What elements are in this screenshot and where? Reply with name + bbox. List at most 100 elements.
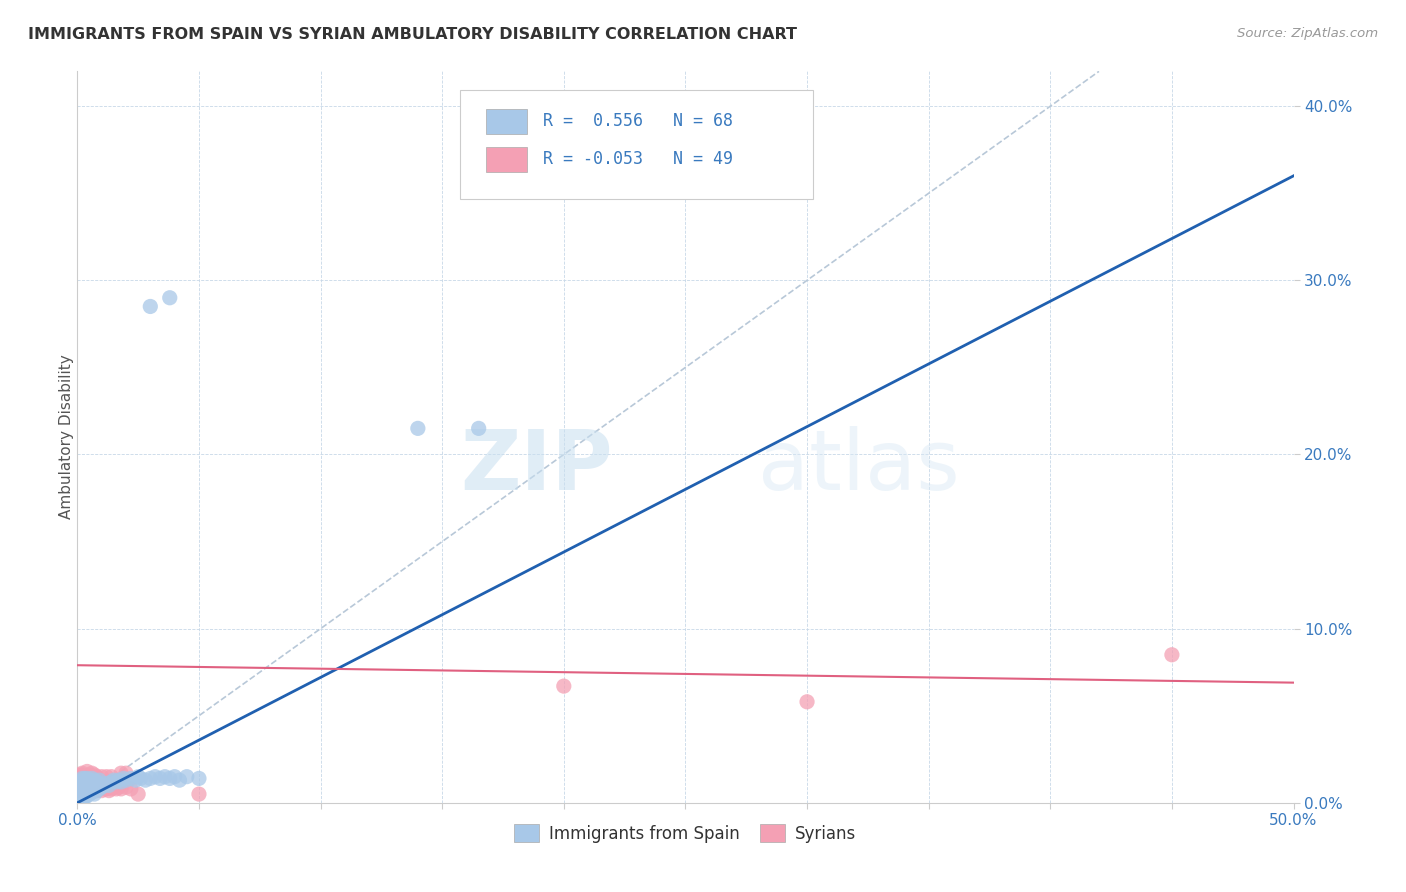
Point [76, 783, 98, 797]
Point [107, 773, 129, 788]
Point [76, 785, 98, 799]
Point [80, 785, 103, 799]
Y-axis label: Ambulatory Disability: Ambulatory Disability [59, 355, 73, 519]
Point [83, 781, 105, 796]
Point [79, 773, 101, 788]
Text: Source: ZipAtlas.com: Source: ZipAtlas.com [1237, 27, 1378, 40]
Point [76, 781, 98, 796]
Point [80, 766, 103, 780]
Point [73, 773, 96, 788]
Text: ZIP: ZIP [460, 425, 613, 507]
Point [80, 781, 103, 796]
Point [69, 789, 91, 803]
Point [188, 787, 211, 801]
Point [70, 790, 93, 805]
Point [103, 773, 125, 788]
Point [159, 772, 181, 786]
Point [127, 770, 149, 784]
Point [86, 770, 108, 784]
Point [70, 781, 93, 796]
Text: R =  0.556   N = 68: R = 0.556 N = 68 [543, 112, 733, 130]
Point [96, 770, 118, 784]
Point [1161, 648, 1184, 662]
Point [89, 773, 111, 788]
Point [70, 768, 93, 782]
Point [97, 778, 120, 792]
FancyBboxPatch shape [486, 109, 527, 134]
Point [100, 775, 122, 789]
Point [73, 787, 96, 801]
Point [467, 421, 489, 435]
Point [93, 781, 115, 796]
Point [76, 789, 98, 803]
Point [796, 695, 818, 709]
Text: atlas: atlas [758, 425, 960, 507]
Point [153, 770, 176, 784]
Point [112, 772, 135, 786]
Point [139, 772, 162, 786]
Point [90, 780, 112, 794]
Point [76, 772, 98, 786]
Point [89, 781, 111, 796]
Point [163, 770, 186, 784]
Point [120, 772, 142, 786]
Point [169, 773, 191, 788]
Point [83, 773, 105, 788]
Point [90, 780, 112, 794]
Point [107, 780, 129, 794]
Point [69, 783, 91, 797]
Point [83, 787, 105, 801]
Point [69, 794, 91, 808]
Point [73, 772, 96, 786]
Point [115, 773, 138, 788]
Point [127, 787, 149, 801]
Point [73, 785, 96, 799]
Point [80, 770, 103, 784]
Point [73, 790, 96, 805]
Point [553, 679, 575, 693]
Point [70, 772, 93, 786]
Point [76, 781, 98, 796]
Point [188, 772, 211, 786]
Point [90, 783, 112, 797]
Point [100, 770, 122, 784]
Point [96, 777, 118, 791]
Point [105, 781, 128, 796]
Point [86, 775, 108, 789]
Point [129, 772, 152, 786]
Point [90, 777, 112, 791]
FancyBboxPatch shape [460, 90, 813, 200]
FancyBboxPatch shape [486, 146, 527, 171]
Point [100, 781, 122, 796]
Point [139, 300, 162, 314]
Point [79, 781, 101, 796]
Point [86, 783, 108, 797]
Point [70, 792, 93, 806]
Point [120, 781, 142, 796]
Point [115, 766, 138, 780]
Point [89, 778, 111, 792]
Point [125, 773, 148, 788]
Point [73, 780, 96, 794]
Point [79, 783, 101, 797]
Point [76, 773, 98, 788]
Point [70, 766, 93, 780]
Point [176, 770, 198, 784]
Point [76, 764, 98, 779]
Point [83, 783, 105, 797]
Point [83, 781, 105, 796]
Point [73, 770, 96, 784]
Point [80, 783, 103, 797]
Point [86, 780, 108, 794]
Point [69, 792, 91, 806]
Legend: Immigrants from Spain, Syrians: Immigrants from Spain, Syrians [508, 818, 863, 849]
Point [406, 421, 429, 435]
Point [79, 768, 101, 782]
Point [103, 780, 125, 794]
Point [70, 789, 93, 803]
Point [97, 783, 120, 797]
Point [110, 775, 132, 789]
Text: IMMIGRANTS FROM SPAIN VS SYRIAN AMBULATORY DISABILITY CORRELATION CHART: IMMIGRANTS FROM SPAIN VS SYRIAN AMBULATO… [28, 27, 797, 42]
Point [79, 787, 101, 801]
Point [80, 783, 103, 797]
